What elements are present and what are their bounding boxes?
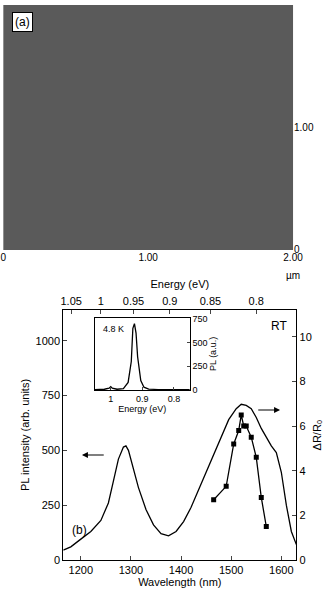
svg-text:8: 8: [300, 375, 306, 387]
svg-text:1300: 1300: [119, 564, 143, 576]
svg-text:1.05: 1.05: [60, 295, 81, 307]
svg-text:PL intensity (arb. units): PL intensity (arb. units): [19, 379, 31, 491]
svg-text:(b): (b): [72, 523, 87, 537]
svg-text:4.8 K: 4.8 K: [103, 324, 124, 334]
svg-text:µm: µm: [286, 270, 300, 281]
svg-text:4: 4: [300, 465, 306, 477]
svg-text:2: 2: [300, 509, 306, 521]
svg-text:2.00: 2.00: [283, 252, 303, 263]
svg-text:0.8: 0.8: [249, 295, 264, 307]
svg-text:0: 0: [193, 385, 198, 395]
svg-text:0.9: 0.9: [136, 394, 149, 404]
svg-text:1200: 1200: [69, 564, 93, 576]
svg-text:0.95: 0.95: [123, 295, 144, 307]
svg-text:ΔR/R₀: ΔR/R₀: [311, 420, 323, 451]
svg-text:250: 250: [193, 361, 208, 371]
svg-text:(a): (a): [15, 15, 30, 29]
svg-text:1600: 1600: [269, 564, 293, 576]
svg-text:RT: RT: [271, 319, 287, 333]
svg-text:1400: 1400: [169, 564, 193, 576]
svg-text:250: 250: [42, 499, 60, 511]
svg-text:1.00: 1.00: [294, 122, 314, 133]
svg-text:0: 0: [54, 554, 60, 566]
svg-text:Wavelength (nm): Wavelength (nm): [138, 576, 221, 588]
svg-text:1.00: 1.00: [138, 252, 158, 263]
svg-text:1: 1: [108, 394, 113, 404]
svg-text:Energy (eV): Energy (eV): [150, 278, 209, 290]
svg-text:1000: 1000: [36, 335, 60, 347]
svg-text:500: 500: [193, 338, 208, 348]
svg-text:6: 6: [300, 420, 306, 432]
svg-text:0: 0: [300, 554, 306, 566]
svg-text:0: 0: [1, 252, 7, 263]
svg-text:0.9: 0.9: [162, 295, 177, 307]
svg-text:500: 500: [42, 444, 60, 456]
svg-text:750: 750: [193, 314, 208, 324]
svg-text:PL (a.u.): PL (a.u.): [208, 337, 218, 371]
svg-text:Energy (eV): Energy (eV): [118, 404, 166, 414]
svg-text:0.8: 0.8: [168, 394, 181, 404]
svg-text:0: 0: [294, 244, 300, 255]
svg-text:1500: 1500: [219, 564, 243, 576]
svg-text:1: 1: [98, 295, 104, 307]
svg-text:750: 750: [42, 389, 60, 401]
svg-text:10: 10: [300, 331, 312, 343]
svg-text:0.85: 0.85: [200, 295, 221, 307]
